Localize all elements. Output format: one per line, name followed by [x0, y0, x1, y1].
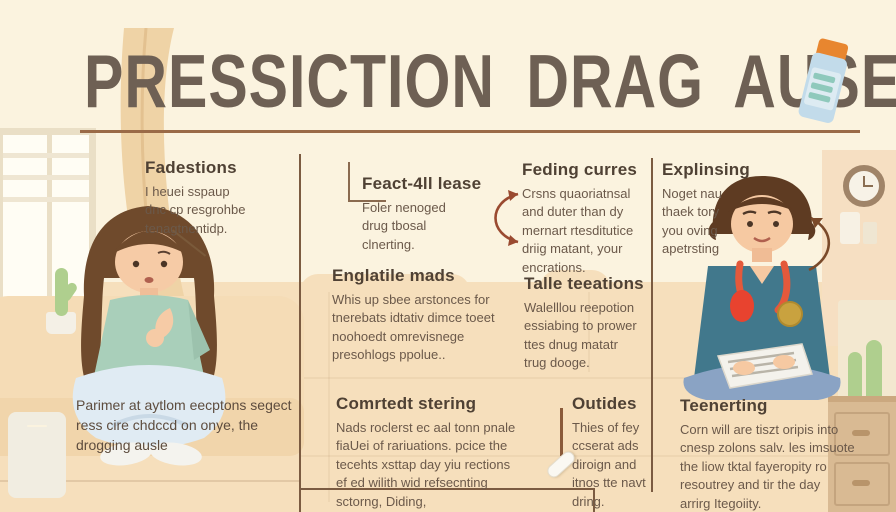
- cactus-plant: [848, 352, 862, 404]
- section-title: Comrtedt stering: [336, 394, 477, 413]
- section-title: Talle teeations: [524, 274, 644, 293]
- outides-accent-bar: [560, 408, 563, 456]
- section-body: Crsns quaoriatnsal and duter than dy mer…: [522, 186, 634, 275]
- floor-jug: [8, 412, 66, 498]
- section-englatile: Englatile mads Whis up sbee arstonces fo…: [332, 266, 542, 365]
- bottom-divider: [299, 488, 595, 490]
- section-body: Thies of fey ccserat ads diroign and itn…: [572, 420, 646, 509]
- bottom-divider-tick: [593, 488, 595, 512]
- section-body: Foler nenoged drug tbosal clnerting.: [362, 200, 446, 252]
- section-fadestions: Fadestions I heuei sspaup dnc cp resgroh…: [145, 158, 295, 238]
- texture-line: [300, 455, 896, 457]
- section-title: Feact-4ll lease: [362, 174, 482, 193]
- curved-arrow-icon: [808, 216, 831, 272]
- dresser: [828, 396, 896, 512]
- curved-double-arrow-icon: [494, 190, 519, 246]
- section-title: Fadestions: [145, 158, 237, 177]
- texture-line: [328, 292, 330, 502]
- nurse-illustration: [683, 176, 841, 400]
- section-explinsing: Explinsing Noget nau thaek tory you ovin…: [662, 160, 777, 259]
- section-talle: Talle teeations Walelllou reepotion essi…: [524, 274, 689, 373]
- section-title: Explinsing: [662, 160, 750, 179]
- section-body: Walelllou reepotion essiabing to prower …: [524, 300, 637, 371]
- cactus-pot: [46, 312, 76, 334]
- shelf-bottle: [840, 212, 860, 244]
- section-body: Noget nau thaek tory you oving apetrstin…: [662, 186, 722, 257]
- girl-illustration: [72, 206, 226, 466]
- title-underline: [80, 130, 860, 133]
- poster-title: PRESSICTION DRAG AUSE: [84, 39, 896, 124]
- cactus-plant: [866, 340, 882, 404]
- section-comrtedt: Comrtedt stering Nads roclerst ec aal to…: [336, 394, 551, 511]
- section-title: Feding curres: [522, 160, 638, 179]
- corner-bracket: [348, 162, 386, 202]
- section-teenerting: Teenerting Corn will are tiszt oripis in…: [680, 396, 870, 512]
- shelf-bottle: [863, 222, 877, 244]
- section-body: Whis up sbee arstonces for tnerebats idt…: [332, 292, 495, 363]
- column-divider-left: [299, 154, 301, 512]
- texture-line: [300, 377, 896, 379]
- wall-clock-icon: [843, 165, 885, 207]
- section-feding: Feding curres Crsns quaoriatnsal and dut…: [522, 160, 687, 277]
- floor-line: [0, 480, 300, 482]
- section-fast4ll: Feact-4ll lease Foler nenoged drug tbosa…: [362, 174, 522, 254]
- section-body: Nads roclerst ec aal tonn pnale fiaUei o…: [336, 420, 516, 509]
- texture-line: [588, 292, 590, 372]
- section-title: Englatile mads: [332, 266, 455, 285]
- section-body: Corn will are tiszt oripis into cnesp zo…: [680, 422, 855, 511]
- girl-caption: Parimer at aytlom eecptons segect ress c…: [76, 396, 311, 456]
- caption-body: Parimer at aytlom eecptons segect ress c…: [76, 397, 292, 453]
- section-title: Teenerting: [680, 396, 768, 415]
- section-outides: Outides Thies of fey ccserat ads diroign…: [572, 394, 682, 511]
- section-title: Outides: [572, 394, 637, 413]
- section-body: I heuei sspaup dnc cp resgrohbe tenagtne…: [145, 184, 246, 236]
- column-divider-right: [651, 158, 653, 492]
- band-bump: [300, 274, 470, 294]
- band-bump: [540, 270, 610, 300]
